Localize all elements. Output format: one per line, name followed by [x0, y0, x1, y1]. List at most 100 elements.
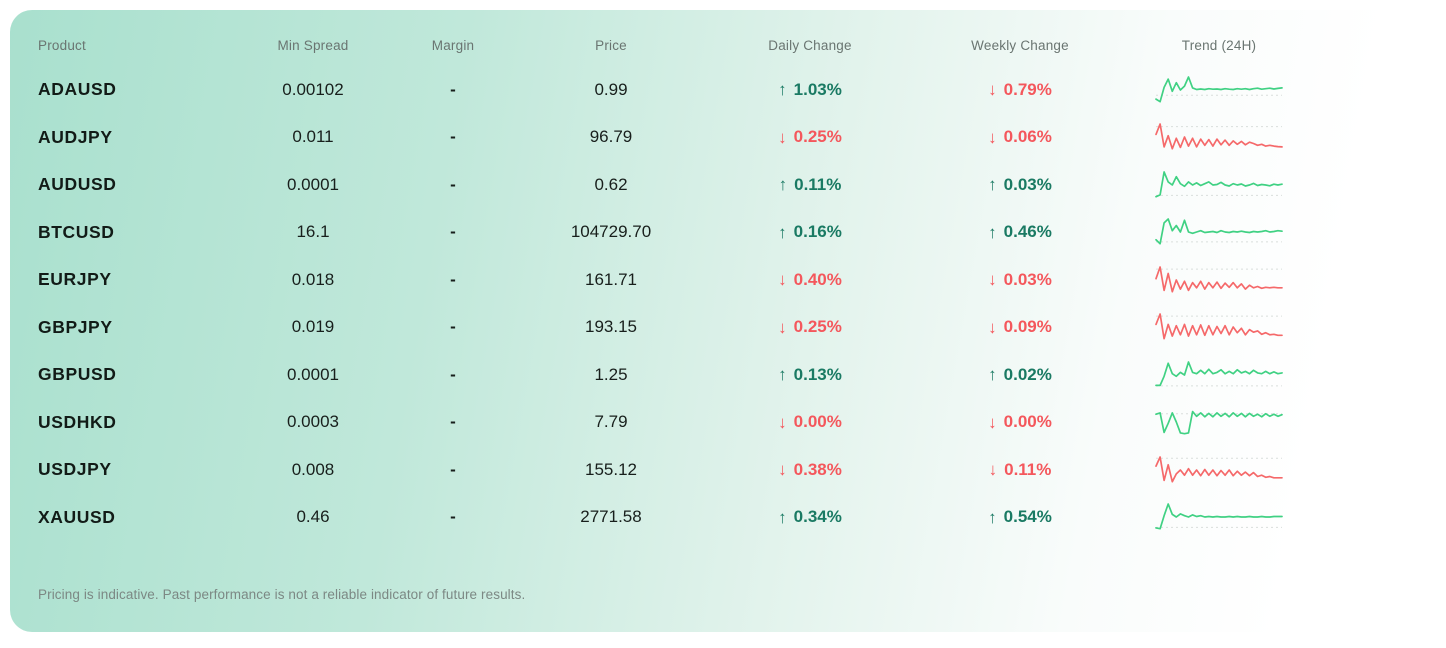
price-cell: 2771.58: [580, 507, 642, 527]
trend-sparkline: [1124, 406, 1314, 438]
min-spread-cell: 0.019: [291, 317, 335, 337]
change-arrow-icon: ↓: [988, 412, 997, 432]
change-value: 0.40%: [793, 269, 842, 289]
weekly-change-cell: ↓ 0.79%: [916, 80, 1124, 100]
margin-cell: -: [450, 127, 456, 147]
change-arrow-icon: ↓: [988, 270, 997, 290]
col-header-min-spread: Min Spread: [277, 37, 349, 53]
table-row[interactable]: GBPJPY 0.019 - 193.15 ↓ 0.25% ↓ 0.09%: [38, 304, 1430, 352]
weekly-change-cell: ↑ 0.03%: [916, 175, 1124, 195]
change-value: 0.25%: [793, 317, 842, 337]
change-value: 0.00%: [1003, 412, 1052, 432]
table-row[interactable]: BTCUSD 16.1 - 104729.70 ↑ 0.16% ↑ 0.46%: [38, 209, 1430, 257]
weekly-change-cell: ↓ 0.03%: [916, 270, 1124, 290]
table-header-row: Product Min Spread Margin Price Daily Ch…: [38, 24, 1430, 66]
margin-cell: -: [450, 364, 456, 384]
min-spread-cell: 0.46: [296, 507, 330, 527]
product-cell: USDJPY: [38, 459, 112, 480]
change-value: 1.03%: [793, 79, 842, 99]
change-arrow-icon: ↓: [778, 460, 787, 480]
trend-sparkline: [1124, 121, 1314, 153]
trend-sparkline: [1124, 74, 1314, 106]
change-arrow-icon: ↑: [988, 175, 997, 195]
table-row[interactable]: AUDUSD 0.0001 - 0.62 ↑ 0.11% ↑ 0.03%: [38, 161, 1430, 209]
table-row[interactable]: USDHKD 0.0003 - 7.79 ↓ 0.00% ↓ 0.00%: [38, 399, 1430, 447]
change-arrow-icon: ↓: [778, 412, 787, 432]
min-spread-cell: 0.018: [291, 269, 335, 289]
weekly-change-cell: ↓ 0.09%: [916, 317, 1124, 337]
product-cell: AUDJPY: [38, 126, 113, 147]
table-row[interactable]: AUDJPY 0.011 - 96.79 ↓ 0.25% ↓ 0.06%: [38, 114, 1430, 162]
daily-change-cell: ↑ 0.34%: [704, 507, 916, 527]
min-spread-cell: 16.1: [296, 222, 330, 242]
change-value: 0.25%: [793, 127, 842, 147]
price-cell: 1.25: [594, 364, 628, 384]
product-cell: BTCUSD: [38, 221, 115, 242]
min-spread-cell: 0.0003: [287, 412, 339, 432]
change-arrow-icon: ↓: [988, 317, 997, 337]
change-value: 0.03%: [1003, 174, 1052, 194]
price-cell: 96.79: [589, 127, 633, 147]
col-header-margin: Margin: [431, 37, 475, 53]
change-value: 0.09%: [1003, 317, 1052, 337]
daily-change-cell: ↑ 0.13%: [704, 365, 916, 385]
daily-change-cell: ↑ 1.03%: [704, 80, 916, 100]
change-arrow-icon: ↑: [778, 80, 787, 100]
trend-sparkline: [1124, 359, 1314, 391]
change-arrow-icon: ↑: [988, 222, 997, 242]
change-value: 0.46%: [1003, 222, 1052, 242]
change-value: 0.02%: [1003, 364, 1052, 384]
change-arrow-icon: ↑: [778, 507, 787, 527]
table-body: ADAUSD 0.00102 - 0.99 ↑ 1.03% ↓ 0.79% AU…: [38, 66, 1430, 541]
weekly-change-cell: ↑ 0.02%: [916, 365, 1124, 385]
change-arrow-icon: ↓: [778, 270, 787, 290]
change-value: 0.11%: [1004, 459, 1052, 479]
change-arrow-icon: ↑: [778, 365, 787, 385]
min-spread-cell: 0.008: [291, 459, 335, 479]
product-cell: GBPJPY: [38, 316, 113, 337]
trend-sparkline: [1124, 216, 1314, 248]
change-value: 0.03%: [1003, 269, 1052, 289]
trend-sparkline: [1124, 454, 1314, 486]
margin-cell: -: [450, 412, 456, 432]
col-header-price: Price: [595, 37, 627, 53]
price-cell: 193.15: [585, 317, 637, 337]
price-cell: 104729.70: [570, 222, 652, 242]
change-value: 0.38%: [793, 459, 842, 479]
change-value: 0.06%: [1003, 127, 1052, 147]
change-arrow-icon: ↑: [988, 365, 997, 385]
min-spread-cell: 0.0001: [287, 364, 339, 384]
change-value: 0.11%: [794, 174, 842, 194]
pricing-table-card: Product Min Spread Margin Price Daily Ch…: [10, 10, 1430, 632]
min-spread-cell: 0.00102: [282, 79, 344, 99]
margin-cell: -: [450, 459, 456, 479]
table-row[interactable]: USDJPY 0.008 - 155.12 ↓ 0.38% ↓ 0.11%: [38, 446, 1430, 494]
margin-cell: -: [450, 317, 456, 337]
daily-change-cell: ↓ 0.00%: [704, 412, 916, 432]
margin-cell: -: [450, 222, 456, 242]
change-arrow-icon: ↓: [988, 127, 997, 147]
change-value: 0.34%: [793, 507, 842, 527]
change-arrow-icon: ↑: [778, 222, 787, 242]
table-row[interactable]: GBPUSD 0.0001 - 1.25 ↑ 0.13% ↑ 0.02%: [38, 351, 1430, 399]
change-arrow-icon: ↓: [988, 460, 998, 480]
col-header-trend: Trend (24H): [1181, 37, 1257, 53]
daily-change-cell: ↓ 0.25%: [704, 317, 916, 337]
col-header-weekly-change: Weekly Change: [971, 37, 1069, 53]
table-row[interactable]: XAUUSD 0.46 - 2771.58 ↑ 0.34% ↑ 0.54%: [38, 494, 1430, 542]
price-cell: 161.71: [585, 269, 637, 289]
price-cell: 155.12: [585, 459, 637, 479]
weekly-change-cell: ↓ 0.06%: [916, 127, 1124, 147]
table-row[interactable]: EURJPY 0.018 - 161.71 ↓ 0.40% ↓ 0.03%: [38, 256, 1430, 304]
change-value: 0.54%: [1003, 507, 1052, 527]
trend-sparkline: [1124, 311, 1314, 343]
price-cell: 7.79: [594, 412, 628, 432]
change-arrow-icon: ↓: [778, 317, 787, 337]
change-arrow-icon: ↓: [988, 80, 997, 100]
weekly-change-cell: ↑ 0.54%: [916, 507, 1124, 527]
change-arrow-icon: ↓: [778, 127, 787, 147]
table-row[interactable]: ADAUSD 0.00102 - 0.99 ↑ 1.03% ↓ 0.79%: [38, 66, 1430, 114]
weekly-change-cell: ↑ 0.46%: [916, 222, 1124, 242]
min-spread-cell: 0.011: [292, 127, 334, 147]
col-header-daily-change: Daily Change: [768, 37, 852, 53]
